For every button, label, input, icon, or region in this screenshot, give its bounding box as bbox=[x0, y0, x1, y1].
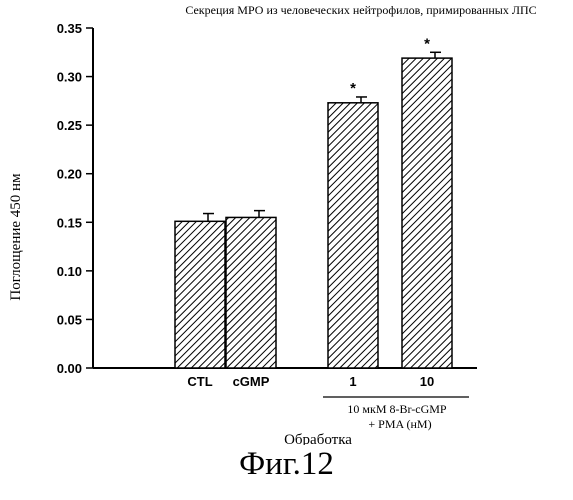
chart-title: Секреция МРО из человеческих нейтрофилов… bbox=[185, 3, 536, 17]
x-tick-label: cGMP bbox=[233, 374, 270, 389]
group-label-line2: + PMA (нМ) bbox=[368, 417, 431, 431]
y-tick-label: 0.30 bbox=[57, 70, 82, 85]
bar-chart: Секреция МРО из человеческих нейтрофилов… bbox=[0, 0, 573, 445]
bar-10 bbox=[402, 58, 452, 368]
bar-cGMP bbox=[226, 217, 276, 368]
y-tick-label: 0.10 bbox=[57, 264, 82, 279]
bar-CTL bbox=[175, 221, 225, 368]
y-tick-label: 0.20 bbox=[57, 167, 82, 182]
x-tick-label: 10 bbox=[420, 374, 434, 389]
x-tick-label: CTL bbox=[187, 374, 212, 389]
y-axis-label: Поглощение 450 нм bbox=[8, 173, 24, 301]
x-tick-label: 1 bbox=[349, 374, 356, 389]
y-tick-label: 0.25 bbox=[57, 118, 82, 133]
y-tick-label: 0.35 bbox=[57, 21, 82, 36]
figure-caption: Фиг.12 bbox=[0, 446, 573, 483]
y-tick-label: 0.00 bbox=[57, 361, 82, 376]
x-axis-label: Обработка bbox=[284, 432, 352, 445]
group-label-line1: 10 мкМ 8-Br-cGMP bbox=[347, 402, 447, 416]
y-tick-label: 0.05 bbox=[57, 312, 82, 327]
significance-marker: * bbox=[424, 35, 430, 52]
y-tick-label: 0.15 bbox=[57, 215, 82, 230]
significance-marker: * bbox=[350, 80, 356, 97]
bar-1 bbox=[328, 103, 378, 368]
